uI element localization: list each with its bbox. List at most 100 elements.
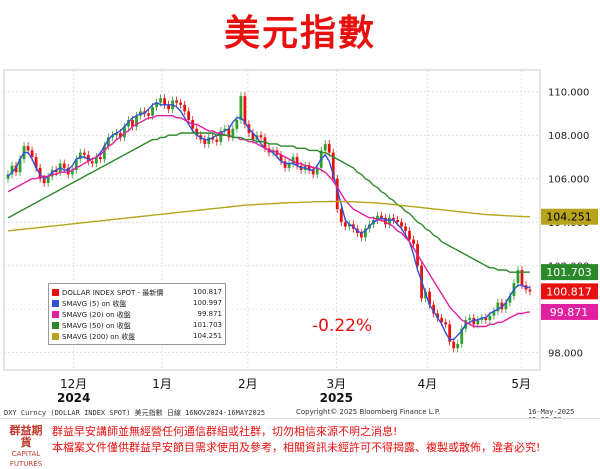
candle-body	[448, 324, 452, 342]
candle-body	[211, 137, 215, 140]
candle-body	[127, 120, 130, 127]
candle-body	[452, 341, 456, 349]
candle-body	[295, 156, 299, 166]
legend-name: SMAVG (50) on 收盤	[62, 322, 131, 330]
change-percent-label: -0.22%	[312, 316, 373, 336]
legend-value: 104.251	[193, 332, 222, 340]
candle-body	[123, 126, 126, 138]
brand-logo: 群益期貨 CAPITAL FUTURES	[6, 425, 46, 469]
footer-copyright: Copyright© 2025 Bloomberg Finance L.P.	[296, 408, 441, 416]
candle-body	[78, 152, 82, 160]
candle-body	[388, 217, 391, 225]
candle-body	[183, 104, 187, 112]
candle-body	[94, 156, 98, 164]
x-year-label: 2024	[57, 391, 90, 405]
candle-body	[215, 139, 219, 142]
candle-body	[456, 343, 460, 349]
candle-body	[231, 128, 235, 138]
candle-body	[376, 215, 379, 220]
candle-body	[400, 222, 403, 227]
candle-body	[263, 137, 267, 149]
candle-body	[408, 230, 411, 240]
candle-body	[331, 152, 335, 179]
candle-body	[339, 209, 343, 223]
candle-body	[428, 291, 432, 305]
candle-body	[315, 167, 319, 175]
candle-body	[195, 128, 199, 136]
series-line	[7, 114, 531, 328]
y-tick-label: 106.000	[548, 175, 589, 186]
logo-text: CAPITAL FUTURES	[9, 450, 43, 468]
candle-body	[488, 315, 492, 320]
candle-body	[66, 167, 70, 175]
price-labels: 104.251 101.703 100.817 99.871	[541, 208, 598, 320]
candle-body	[327, 143, 331, 153]
candle-body	[432, 304, 436, 314]
candle-body	[468, 317, 472, 320]
candle-body	[335, 178, 339, 210]
candle-body	[444, 322, 448, 325]
candle-body	[119, 133, 122, 138]
candle-body	[307, 165, 311, 170]
candle-body	[500, 302, 504, 310]
legend-row: SMAVG (20) on 收盤 99.871	[52, 310, 222, 320]
candle-body	[26, 146, 30, 151]
candle-body	[384, 217, 387, 225]
legend-swatch	[52, 333, 59, 340]
legend-value: 99.871	[197, 310, 223, 318]
candle-body	[343, 222, 347, 227]
candle-body	[239, 96, 243, 120]
disclaimer-banner: 群益期貨 CAPITAL FUTURES 群益早安講師並無經營任何通信群組或社群…	[0, 418, 600, 469]
price-label-box	[541, 303, 598, 320]
x-tick-label: 12月	[60, 377, 87, 391]
x-axis-ticks: 12月 1月 2月 3月 4月 5月 2024 2025	[57, 377, 531, 405]
candle-body	[159, 98, 162, 103]
candle-body	[436, 313, 440, 318]
candle-body	[62, 163, 66, 168]
price-chart: 110.000108.000106.000104.000102.000100.0…	[3, 69, 598, 405]
candle-body	[179, 102, 183, 105]
candle-body	[50, 170, 54, 177]
price-label-box	[541, 208, 598, 225]
legend-value: 100.817	[193, 288, 222, 296]
disclaimer-line-1: 群益早安講師並無經營任何通信群組或社群，切勿相信來源不明之消息!	[52, 425, 398, 438]
price-label-text: 101.703	[546, 266, 592, 279]
x-tick-label: 5月	[511, 377, 531, 391]
candle-body	[163, 98, 166, 105]
legend-swatch	[52, 311, 59, 318]
candle-body	[359, 233, 363, 238]
candle-body	[508, 296, 512, 303]
candle-body	[460, 328, 464, 344]
candle-body	[223, 128, 227, 131]
candle-body	[147, 113, 150, 116]
candle-body	[476, 320, 480, 325]
y-tick-label: 108.000	[548, 131, 589, 142]
legend-swatch	[52, 289, 59, 296]
candle-body	[412, 239, 415, 244]
candle-body	[46, 176, 50, 184]
x-tick-label: 3月	[326, 377, 346, 391]
candle-body	[291, 156, 295, 164]
candle-body	[279, 154, 283, 162]
legend-row: SMAVG (50) on 收盤 101.703	[52, 321, 222, 331]
candle-body	[102, 146, 106, 160]
candle-body	[167, 104, 171, 110]
candle-body	[115, 133, 118, 136]
candle-body	[259, 135, 263, 138]
candle-body	[143, 111, 146, 114]
candle-body	[227, 128, 231, 138]
candle-body	[504, 302, 508, 310]
candle-body	[98, 156, 102, 160]
candle-body	[54, 170, 58, 173]
candle-body	[283, 161, 287, 168]
legend-swatch	[52, 300, 59, 307]
candle-body	[219, 130, 223, 142]
price-label-box	[541, 283, 598, 300]
candle-body	[363, 228, 367, 238]
y-tick-label: 98.000	[548, 349, 583, 360]
candle-body	[440, 317, 444, 323]
legend-swatch	[52, 322, 59, 329]
candle-body	[30, 150, 34, 157]
candle-body	[516, 270, 520, 284]
legend-row: SMAVG (200) on 收盤 104.251	[52, 332, 222, 342]
